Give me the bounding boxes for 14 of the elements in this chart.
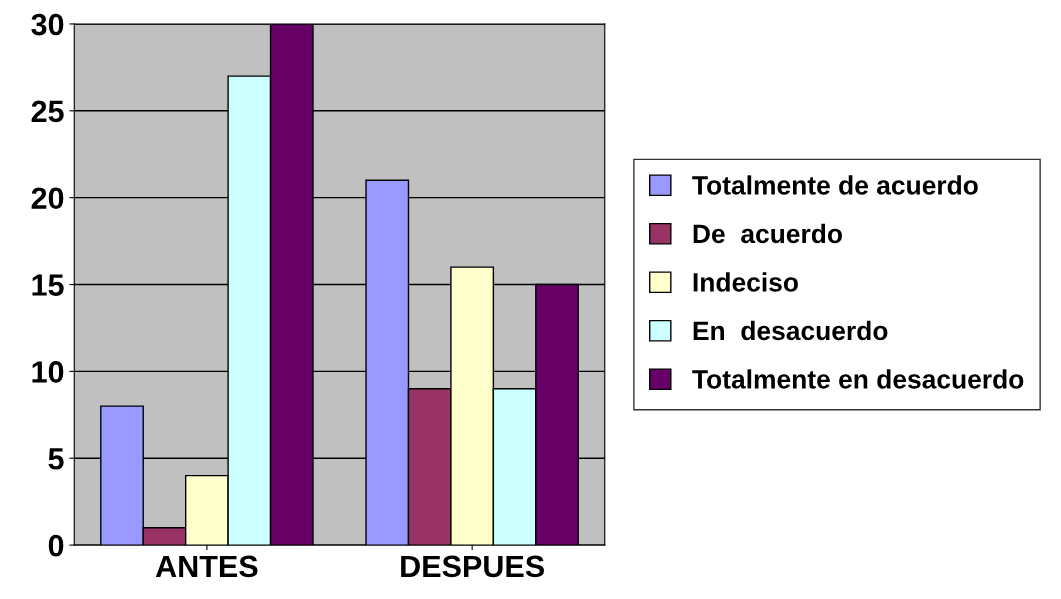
legend-label: En desacuerdo — [693, 320, 888, 341]
y-tick-label: 20 — [31, 187, 64, 210]
legend-label: Totalmente de acuerdo — [692, 175, 978, 195]
y-tick-label: 5 — [48, 448, 64, 470]
x-tick-label: DESPUES — [401, 555, 544, 578]
legend-label: Indeciso — [693, 272, 798, 292]
x-tick-label: ANTES — [155, 555, 258, 578]
legend-label: De acuerdo — [693, 223, 842, 244]
y-tick-label: 10 — [32, 361, 64, 383]
y-tick-label: 15 — [32, 274, 64, 296]
y-tick-label: 0 — [48, 534, 64, 557]
y-tick-label: 25 — [31, 100, 64, 123]
y-tick-label: 30 — [31, 13, 64, 36]
legend-label: Totalmente en desacuerdo — [692, 369, 1024, 389]
